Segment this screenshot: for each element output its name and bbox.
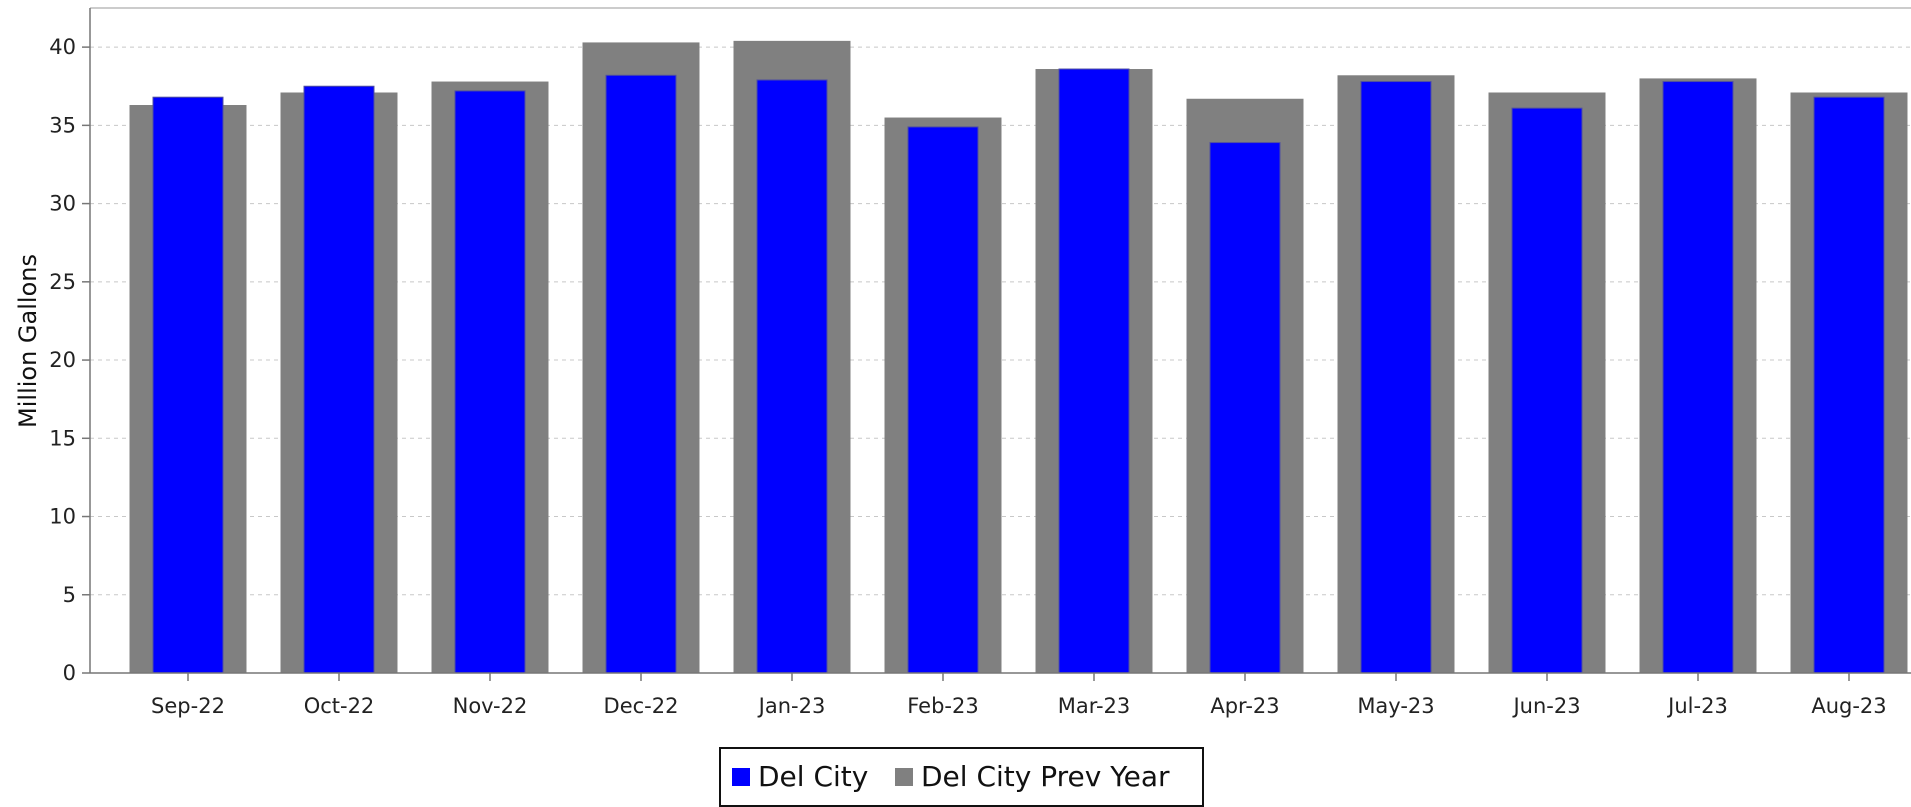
bar-del-city [1360, 81, 1432, 674]
bar-del-city [756, 79, 828, 674]
x-tick-label: Sep-22 [151, 694, 225, 718]
y-tick-label: 10 [49, 505, 76, 529]
y-tick-label: 40 [49, 35, 76, 59]
y-tick-label: 5 [63, 583, 76, 607]
bar-del-city [1058, 68, 1130, 674]
y-tick-label: 15 [49, 426, 76, 450]
bar-del-city [605, 74, 677, 674]
x-tick-label: Apr-23 [1210, 694, 1279, 718]
x-tick-label: Jan-23 [757, 694, 826, 718]
y-tick-label: 20 [49, 348, 76, 372]
x-tick-label: Jul-23 [1666, 694, 1728, 718]
x-tick-label: Mar-23 [1058, 694, 1131, 718]
bar-del-city [1813, 96, 1885, 674]
legend-label-del-city-prev-year: Del City Prev Year [921, 760, 1170, 793]
bar-del-city [303, 85, 375, 674]
x-tick-label: Aug-23 [1811, 694, 1886, 718]
bar-del-city [1209, 142, 1281, 674]
bars [129, 40, 1908, 674]
y-axis-label: Million Gallons [14, 254, 42, 428]
bar-del-city [1662, 81, 1734, 674]
x-tick-label: Oct-22 [304, 694, 375, 718]
bar-del-city [152, 96, 224, 674]
x-tick-label: May-23 [1357, 694, 1434, 718]
bar-del-city [1511, 107, 1583, 674]
x-axis-ticks: Sep-22 Oct-22 Nov-22 Dec-22 Jan-23 Feb-23 Mar-… [151, 673, 1887, 718]
x-tick-label: Feb-23 [907, 694, 978, 718]
legend: Del City Del City Prev Year [719, 747, 1204, 807]
legend-swatch-del-city [732, 768, 750, 786]
x-tick-label: Dec-22 [604, 694, 679, 718]
y-tick-label: 35 [49, 113, 76, 137]
legend-label-del-city: Del City [758, 760, 868, 793]
y-tick-label: 0 [63, 661, 76, 685]
legend-swatch-del-city-prev-year [895, 768, 913, 786]
bar-del-city [907, 126, 979, 674]
y-axis-ticks: 0 5 10 15 20 25 30 35 40 [49, 35, 90, 685]
bar-del-city [454, 90, 526, 674]
y-tick-label: 30 [49, 192, 76, 216]
x-tick-label: Nov-22 [453, 694, 528, 718]
legend-box [719, 747, 1204, 807]
x-tick-label: Jun-23 [1511, 694, 1580, 718]
y-tick-label: 25 [49, 270, 76, 294]
